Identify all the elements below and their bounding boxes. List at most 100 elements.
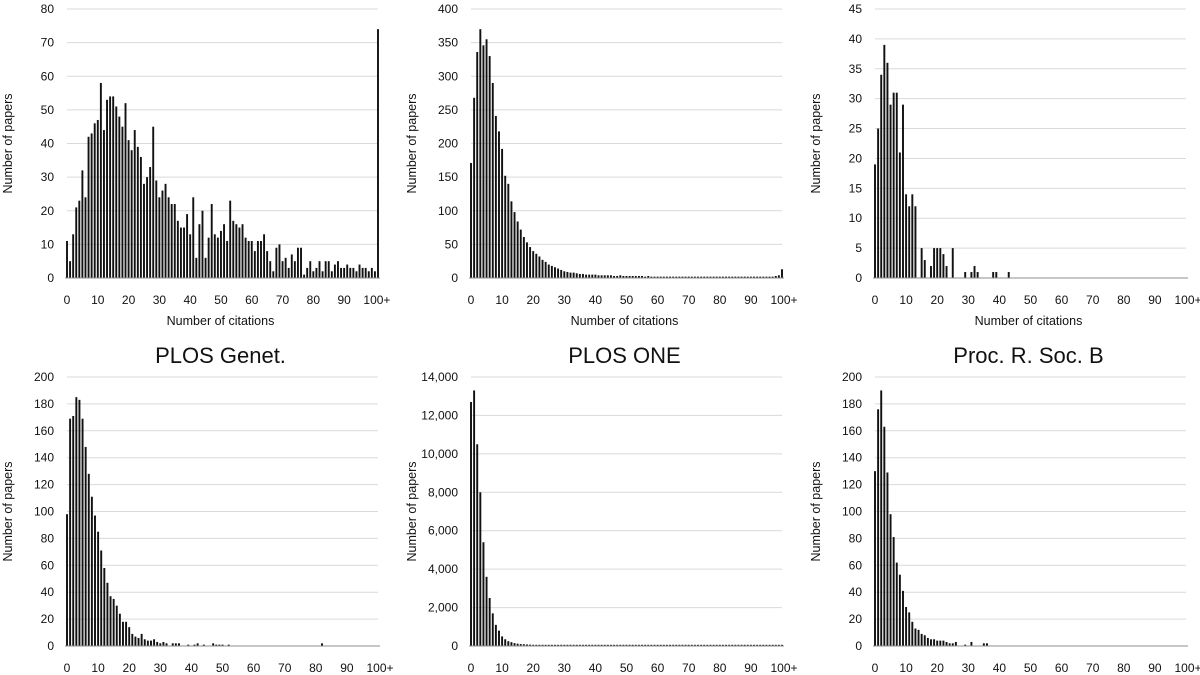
y-tick-label: 100	[34, 505, 54, 519]
bar	[253, 251, 256, 278]
bar	[164, 183, 167, 278]
bar	[700, 276, 703, 278]
bar	[106, 99, 108, 278]
bar	[482, 45, 485, 278]
bar	[781, 644, 783, 646]
bar	[84, 197, 87, 278]
x-tick-label: 10	[91, 661, 105, 675]
x-tick-label: 10	[91, 293, 105, 307]
bar	[130, 150, 133, 278]
bar	[300, 247, 302, 278]
bar	[296, 247, 299, 278]
bar	[112, 598, 115, 646]
bar	[535, 253, 538, 278]
bar	[140, 633, 143, 646]
y-tick-label: 300	[438, 69, 458, 83]
x-tick-label: 70	[1086, 293, 1100, 307]
bar	[625, 644, 628, 646]
bar	[75, 397, 78, 646]
bar	[81, 170, 84, 278]
x-tick-label: 100+	[770, 293, 797, 307]
bar	[220, 230, 222, 278]
x-tick-label: 60	[1055, 661, 1069, 675]
bar	[507, 183, 510, 278]
bar	[544, 644, 547, 646]
bar	[541, 259, 544, 278]
bar	[706, 276, 709, 278]
bar	[488, 56, 491, 279]
bar	[210, 204, 213, 278]
bar	[158, 197, 161, 278]
x-tick-label: 0	[872, 661, 879, 675]
bar	[880, 74, 883, 278]
bar	[226, 241, 229, 278]
bar	[118, 613, 121, 646]
bar	[656, 276, 659, 278]
bar	[75, 207, 78, 278]
bar	[198, 224, 201, 278]
bar	[923, 260, 926, 278]
bar	[171, 643, 174, 646]
bar	[728, 276, 731, 278]
bar	[227, 644, 230, 646]
bar	[90, 496, 93, 646]
bar	[479, 492, 482, 646]
bar	[715, 276, 718, 278]
x-tick-label: 40	[589, 293, 603, 307]
bar	[78, 200, 81, 278]
bar	[883, 426, 886, 646]
bar	[201, 210, 204, 278]
bar	[777, 275, 780, 278]
bar	[892, 92, 895, 278]
x-tick-label: 10	[495, 661, 509, 675]
x-tick-label: 20	[931, 293, 945, 307]
bar	[193, 644, 196, 646]
y-tick-label: 140	[842, 451, 862, 465]
bar	[69, 418, 72, 646]
bar	[616, 644, 619, 646]
bar	[718, 276, 721, 278]
bar	[662, 276, 665, 278]
bar	[522, 236, 525, 278]
bar	[637, 644, 640, 646]
y-tick-label: 80	[41, 531, 55, 545]
bar	[513, 643, 516, 646]
bar	[678, 276, 681, 278]
y-tick-label: 40	[41, 137, 55, 151]
bar	[324, 261, 327, 278]
bar	[743, 276, 746, 278]
bar	[146, 177, 149, 278]
bar	[700, 644, 703, 646]
y-tick-label: 180	[842, 397, 862, 411]
bar	[753, 644, 755, 646]
bar	[1007, 272, 1010, 278]
y-tick-label: 2,000	[428, 601, 458, 615]
bar	[287, 267, 290, 278]
bar	[488, 597, 491, 646]
bar	[641, 275, 644, 278]
bar	[204, 257, 207, 278]
bar	[352, 267, 355, 278]
bar	[578, 273, 581, 278]
x-tick-label: 50	[216, 661, 230, 675]
bar	[759, 644, 762, 646]
x-tick-label: 90	[1148, 661, 1162, 675]
bar	[66, 514, 68, 646]
bar	[740, 276, 743, 278]
bar	[479, 29, 482, 278]
x-tick-label: 60	[247, 661, 261, 675]
bar	[377, 29, 379, 278]
bar	[721, 276, 724, 278]
bar	[970, 641, 973, 646]
x-tick-label: 30	[154, 661, 168, 675]
bar	[731, 276, 734, 278]
bar	[213, 234, 216, 278]
bar	[183, 227, 185, 278]
bar	[93, 123, 96, 278]
bar	[127, 140, 130, 278]
y-tick-label: 0	[47, 639, 54, 653]
x-tick-label: 100+	[1174, 661, 1200, 675]
bar	[659, 644, 662, 646]
bar	[470, 401, 472, 646]
bar	[179, 227, 182, 278]
